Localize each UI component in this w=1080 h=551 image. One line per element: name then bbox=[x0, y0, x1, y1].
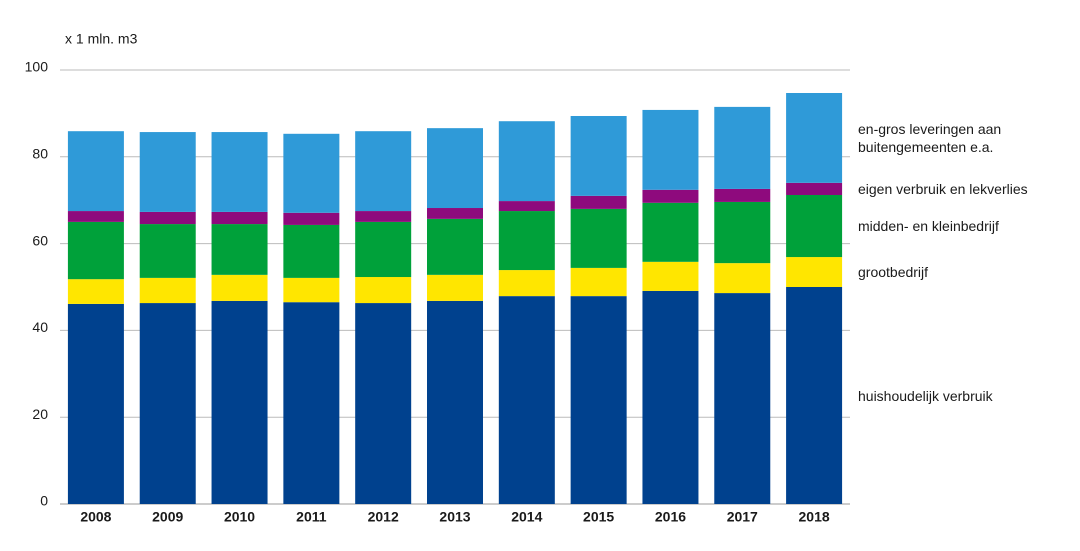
x-tick-label: 2015 bbox=[583, 509, 614, 525]
bar-segment bbox=[283, 212, 340, 225]
bar-segment bbox=[570, 267, 627, 297]
bar-segment bbox=[498, 211, 555, 271]
x-tick-label: 2010 bbox=[224, 509, 255, 525]
bar-segment bbox=[642, 261, 699, 291]
bar-segment bbox=[570, 195, 627, 209]
bar-segment bbox=[642, 109, 699, 190]
y-tick-label: 40 bbox=[32, 319, 48, 335]
y-tick-label: 20 bbox=[32, 406, 48, 422]
bar-segment bbox=[67, 279, 124, 304]
bar-segment bbox=[139, 277, 196, 304]
bar-segment bbox=[786, 194, 843, 258]
bar-segment bbox=[427, 218, 483, 275]
bar-segment bbox=[211, 300, 268, 504]
legend-label: grootbedrijf bbox=[858, 264, 929, 281]
legend-label: en-gros leveringen aan buitengemeenten e… bbox=[858, 120, 1002, 155]
bar-segment bbox=[498, 201, 555, 212]
legend-label: midden- en kleinbedrijf bbox=[858, 218, 999, 235]
x-tick-label: 2012 bbox=[368, 509, 399, 525]
bar-segment bbox=[714, 263, 771, 294]
bar-segment bbox=[714, 201, 771, 264]
bar-segment bbox=[355, 211, 412, 222]
bar-segment bbox=[498, 121, 555, 202]
bar-segment bbox=[67, 131, 124, 212]
bar-segment bbox=[570, 116, 627, 196]
y-tick-label: 0 bbox=[40, 493, 48, 509]
x-tick-label: 2016 bbox=[655, 509, 686, 525]
bar-segment bbox=[283, 302, 340, 504]
bar-segment bbox=[67, 211, 124, 222]
legend-label: huishoudelijk verbruik bbox=[858, 387, 993, 404]
x-tick-label: 2009 bbox=[152, 509, 183, 525]
bar-segment bbox=[786, 182, 843, 195]
x-tick-label: 2018 bbox=[799, 509, 830, 525]
bar-segment bbox=[211, 132, 268, 212]
bar-segment bbox=[139, 303, 196, 504]
bar-segment bbox=[211, 211, 268, 225]
bar-segment bbox=[355, 131, 412, 212]
bar-segment bbox=[283, 133, 340, 213]
bar-segment bbox=[211, 274, 268, 301]
bar-segment bbox=[642, 189, 699, 203]
x-tick-label: 2011 bbox=[296, 509, 327, 525]
bar-segment bbox=[714, 106, 771, 189]
bar-segment bbox=[427, 274, 483, 301]
x-tick-label: 2013 bbox=[439, 509, 470, 525]
bar-segment bbox=[498, 296, 555, 504]
bar-segment bbox=[786, 287, 843, 504]
x-tick-label: 2008 bbox=[80, 509, 111, 525]
bar-segment bbox=[427, 300, 483, 504]
bar-segment bbox=[714, 188, 771, 202]
bar-segment bbox=[642, 202, 699, 262]
bar-segment bbox=[139, 224, 196, 278]
y-tick-label: 100 bbox=[25, 59, 49, 75]
y-tick-label: 80 bbox=[32, 146, 48, 162]
bar-segment bbox=[570, 296, 627, 504]
bar-segment bbox=[139, 132, 196, 212]
bar-segment bbox=[642, 290, 699, 504]
bar-segment bbox=[355, 277, 412, 304]
bar-segment bbox=[139, 211, 196, 225]
bar-segment bbox=[355, 303, 412, 504]
bar-segment bbox=[570, 208, 627, 268]
bar-segment bbox=[211, 224, 268, 275]
bar-segment bbox=[498, 270, 555, 297]
y-tick-label: 60 bbox=[32, 232, 48, 248]
x-tick-label: 2014 bbox=[511, 509, 542, 525]
y-axis-label: x 1 mln. m3 bbox=[65, 31, 138, 47]
bar-segment bbox=[427, 128, 483, 209]
bar-segment bbox=[67, 303, 124, 504]
bar-segment bbox=[283, 277, 340, 303]
legend-label: eigen verbruik en lekverlies bbox=[858, 180, 1028, 197]
bar-segment bbox=[714, 293, 771, 504]
bar-segment bbox=[355, 221, 412, 278]
x-tick-label: 2017 bbox=[727, 509, 758, 525]
bar-segment bbox=[786, 93, 843, 183]
bar-segment bbox=[427, 208, 483, 219]
bar-segment bbox=[283, 224, 340, 278]
bar-segment bbox=[67, 221, 124, 280]
bar-segment bbox=[786, 257, 843, 287]
